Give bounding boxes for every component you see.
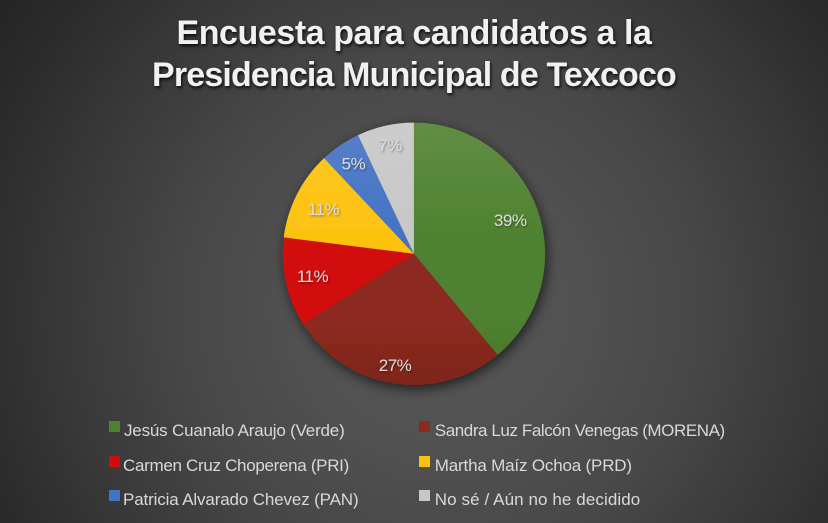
svg-text:11%: 11% (308, 200, 340, 219)
svg-text:27%: 27% (379, 356, 412, 375)
svg-text:7%: 7% (378, 136, 402, 155)
svg-text:5%: 5% (342, 155, 366, 174)
svg-text:11%: 11% (297, 267, 329, 286)
svg-text:39%: 39% (494, 211, 527, 230)
